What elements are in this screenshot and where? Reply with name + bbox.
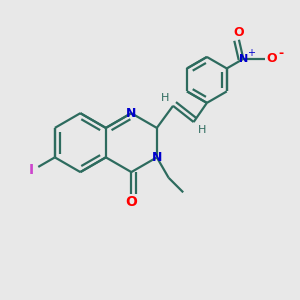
Text: H: H <box>160 93 169 103</box>
Text: N: N <box>239 54 248 64</box>
Text: N: N <box>126 107 136 120</box>
Text: -: - <box>278 47 283 60</box>
Text: O: O <box>234 26 244 39</box>
Text: N: N <box>152 151 162 164</box>
Text: O: O <box>267 52 277 65</box>
Text: H: H <box>198 125 206 135</box>
Text: +: + <box>247 48 255 58</box>
Text: O: O <box>125 194 137 208</box>
Text: I: I <box>28 163 34 177</box>
